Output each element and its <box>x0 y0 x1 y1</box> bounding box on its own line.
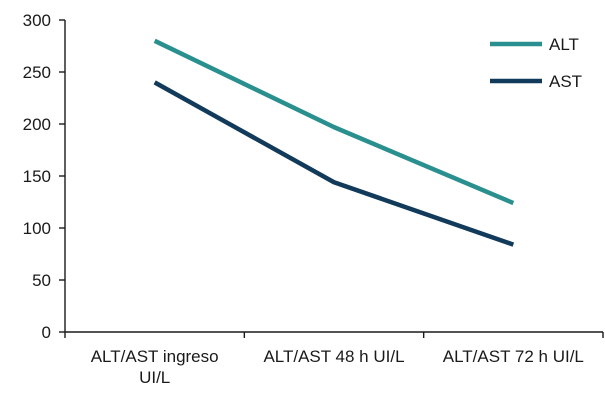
x-tick-label-line: UI/L <box>139 368 170 387</box>
y-tick-label: 300 <box>23 11 51 30</box>
legend-label-ast: AST <box>549 72 582 91</box>
x-tick-label: ALT/AST ingreso UI/L <box>91 347 219 387</box>
series-group <box>153 38 515 247</box>
x-tick-label-line: ALT/AST 48 h UI/L <box>263 347 404 366</box>
x-tick-label: ALT/AST 72 h UI/L <box>443 347 584 366</box>
x-tick-label-line: ALT/AST ingreso <box>91 347 219 366</box>
series-line-ast <box>153 80 515 247</box>
legend: ALT AST <box>490 35 582 91</box>
series-line-alt <box>153 38 515 206</box>
y-tick-label: 200 <box>23 115 51 134</box>
y-tick-label: 250 <box>23 63 51 82</box>
y-axis-ticks: 0 50 100 150 200 250 300 <box>23 11 65 342</box>
y-tick-label: 50 <box>32 271 51 290</box>
x-axis-ticks: ALT/AST ingreso UI/L ALT/AST 48 h UI/L ALT/… <box>64 332 604 387</box>
y-tick-label: 100 <box>23 219 51 238</box>
axes <box>64 20 603 333</box>
x-tick-label: ALT/AST 48 h UI/L <box>263 347 404 366</box>
x-tick-label-line: ALT/AST 72 h UI/L <box>443 347 584 366</box>
y-tick-label: 0 <box>42 323 51 342</box>
y-tick-label: 150 <box>23 167 51 186</box>
legend-label-alt: ALT <box>549 35 579 54</box>
